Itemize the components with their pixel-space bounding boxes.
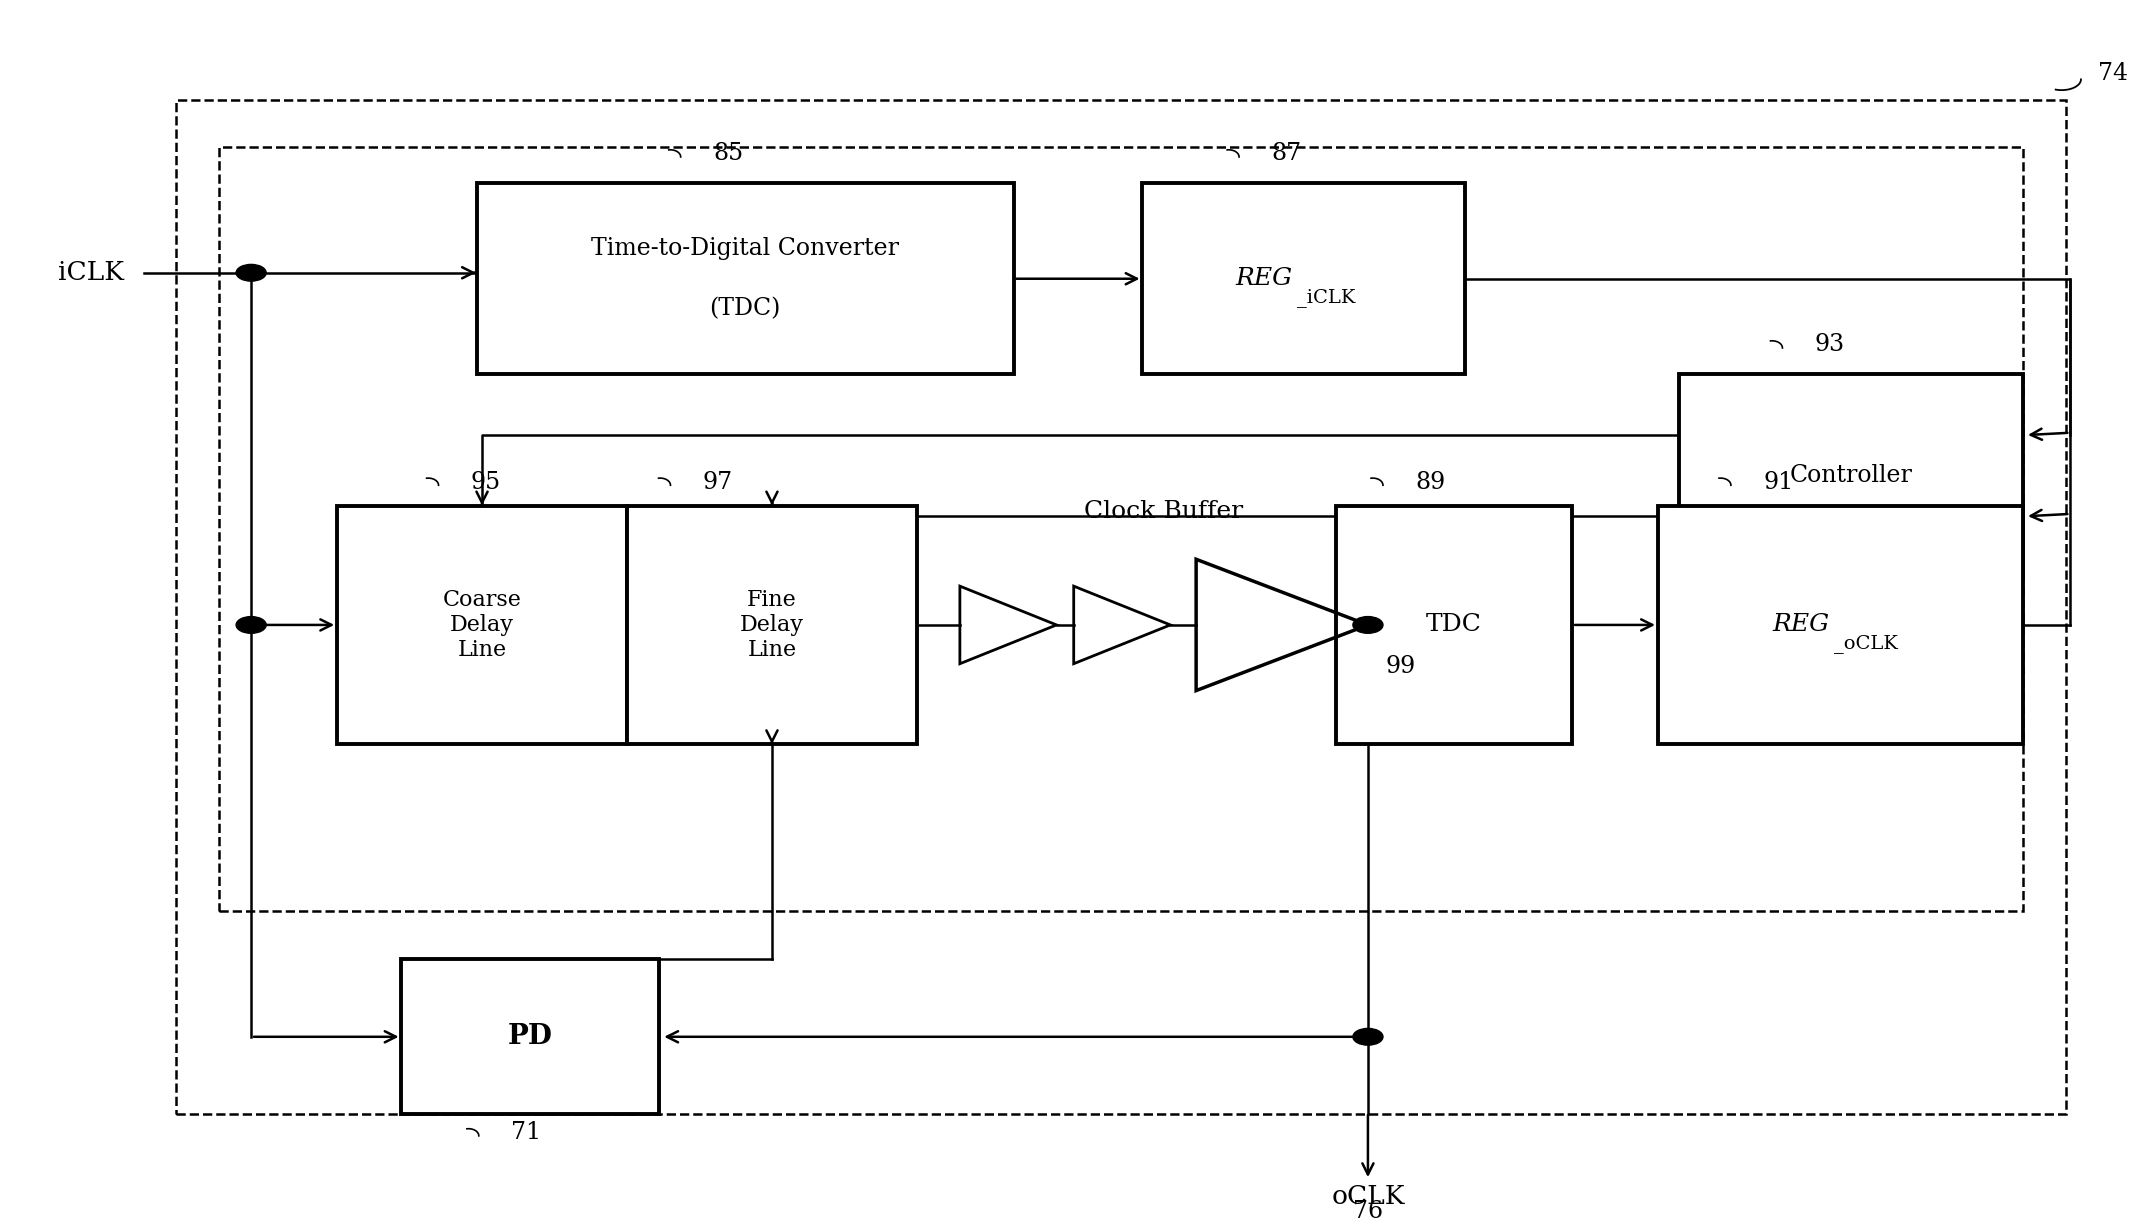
Text: iCLK: iCLK (58, 260, 123, 285)
Text: 85: 85 (714, 142, 744, 166)
Text: 71: 71 (511, 1121, 541, 1145)
Text: PD: PD (509, 1023, 552, 1050)
Text: 89: 89 (1414, 471, 1445, 493)
Text: Clock Buffer: Clock Buffer (1084, 501, 1244, 524)
Text: (TDC): (TDC) (709, 297, 780, 320)
Text: 74: 74 (2098, 63, 2128, 86)
Text: TDC: TDC (1425, 614, 1481, 637)
Text: REG: REG (1772, 614, 1830, 637)
FancyBboxPatch shape (1658, 506, 2022, 745)
FancyBboxPatch shape (1680, 374, 2022, 577)
Text: 87: 87 (1272, 142, 1302, 166)
Text: 97: 97 (703, 471, 733, 493)
FancyBboxPatch shape (1143, 183, 1464, 374)
FancyBboxPatch shape (1337, 506, 1572, 745)
Text: Controller: Controller (1789, 464, 1912, 487)
Circle shape (237, 264, 265, 281)
Text: Coarse
Delay
Line: Coarse Delay Line (442, 589, 522, 661)
Circle shape (1354, 617, 1382, 633)
Text: _iCLK: _iCLK (1298, 288, 1356, 307)
FancyBboxPatch shape (401, 960, 660, 1114)
Text: 95: 95 (470, 471, 500, 493)
Text: oCLK: oCLK (1330, 1184, 1406, 1209)
Circle shape (1354, 1028, 1382, 1045)
Text: REG: REG (1235, 267, 1294, 291)
Text: _oCLK: _oCLK (1835, 634, 1897, 654)
Text: Fine
Delay
Line: Fine Delay Line (740, 589, 804, 661)
Circle shape (237, 617, 265, 633)
FancyBboxPatch shape (627, 506, 916, 745)
FancyBboxPatch shape (476, 183, 1013, 374)
Text: Time-to-Digital Converter: Time-to-Digital Converter (591, 237, 899, 260)
FancyBboxPatch shape (336, 506, 627, 745)
Text: 99: 99 (1384, 655, 1414, 677)
Text: 91: 91 (1764, 471, 1794, 493)
Text: 93: 93 (1815, 334, 1846, 356)
Text: 76: 76 (1352, 1200, 1382, 1223)
